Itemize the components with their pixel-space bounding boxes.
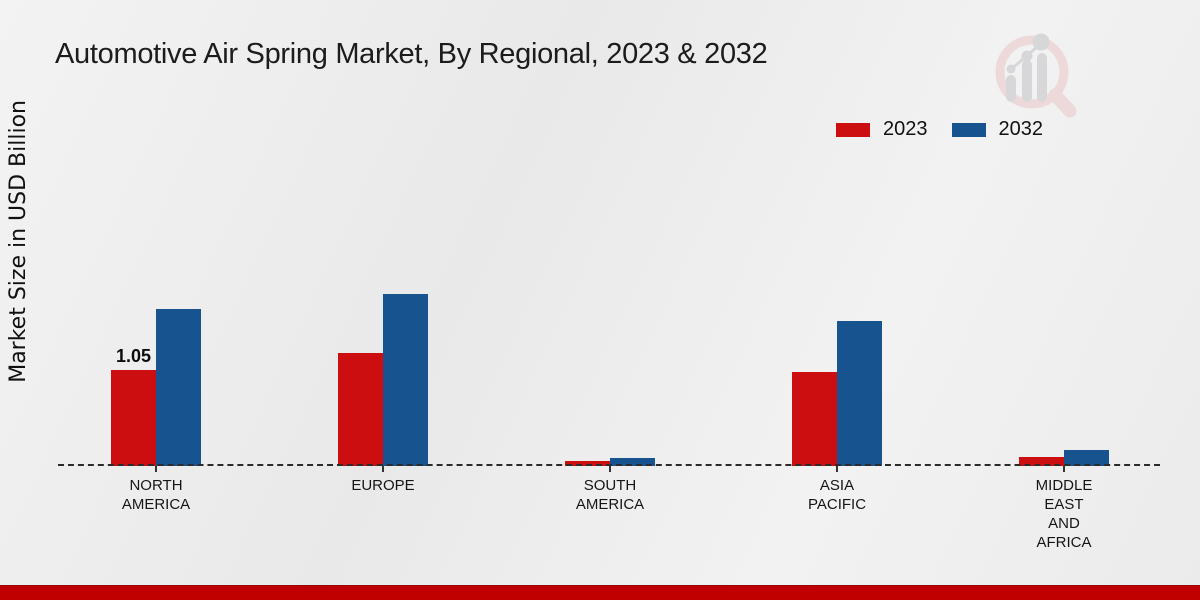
chart-title: Automotive Air Spring Market, By Regiona… bbox=[55, 38, 768, 70]
bar-north-america-2032 bbox=[156, 309, 201, 466]
magnifier-growth-chart-logo-icon bbox=[995, 33, 1077, 118]
x-axis-label-europe: EUROPE bbox=[351, 477, 415, 494]
footer-brand-strip bbox=[0, 585, 1200, 600]
legend-label-2032: 2032 bbox=[998, 118, 1044, 140]
bar-middle-east-and-africa-2032 bbox=[1064, 450, 1109, 466]
bar-south-america-2032 bbox=[610, 458, 655, 466]
bar-europe-2023 bbox=[338, 353, 383, 466]
legend-swatch-2032 bbox=[951, 122, 986, 137]
x-axis-label-south-america: SOUTH AMERICA bbox=[575, 477, 645, 513]
bar-asia-pacific-2032 bbox=[837, 321, 882, 466]
bar-north-america-2023 bbox=[111, 370, 156, 466]
x-axis-label-north-america: NORTH AMERICA bbox=[121, 477, 191, 513]
x-axis-tick-asia-pacific bbox=[836, 466, 838, 472]
legend-item-2023: 2023 bbox=[836, 118, 928, 141]
x-axis-label-middle-east-and-africa: MIDDLE EAST AND AFRICA bbox=[1035, 477, 1093, 551]
bar-south-america-2023 bbox=[565, 461, 610, 466]
bar-middle-east-and-africa-2023 bbox=[1019, 457, 1064, 466]
legend-swatch-2023 bbox=[836, 122, 870, 137]
x-axis-label-asia-pacific: ASIA PACIFIC bbox=[807, 477, 867, 513]
x-axis-baseline bbox=[58, 464, 1160, 466]
bar-europe-2032 bbox=[383, 294, 428, 466]
legend-item-2032: 2032 bbox=[951, 118, 1044, 141]
legend: 2023 2032 bbox=[836, 118, 1043, 141]
x-axis-tick-south-america bbox=[609, 466, 611, 472]
x-axis-tick-europe bbox=[382, 466, 384, 472]
bar-asia-pacific-2023 bbox=[792, 372, 837, 466]
x-axis-tick-north-america bbox=[155, 466, 157, 472]
x-axis-tick-middle-east-and-africa bbox=[1063, 466, 1065, 472]
legend-label-2023: 2023 bbox=[883, 118, 928, 140]
bar-value-label-north-america-2023: 1.05 bbox=[115, 346, 152, 366]
